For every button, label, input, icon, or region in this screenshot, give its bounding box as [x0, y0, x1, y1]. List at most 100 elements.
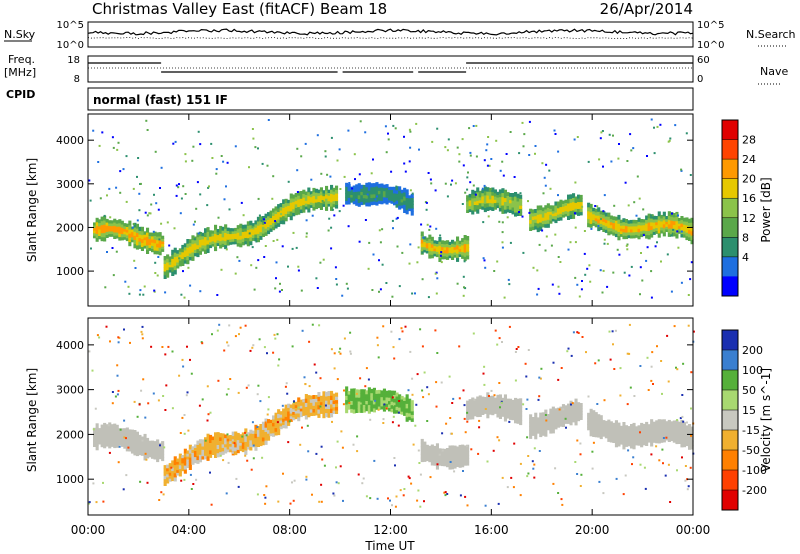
data-cell	[546, 421, 550, 426]
data-cell	[192, 145, 195, 148]
data-cell	[322, 192, 326, 197]
data-cell	[597, 207, 601, 212]
data-cell	[405, 398, 409, 404]
data-cell	[656, 125, 659, 128]
data-cell	[554, 418, 558, 423]
data-cell	[471, 205, 475, 211]
data-cell	[667, 140, 670, 143]
data-cell	[624, 222, 628, 227]
data-cell	[115, 424, 119, 430]
data-cell	[214, 241, 218, 247]
data-cell	[258, 338, 261, 341]
colorbar-tick-label: 100	[742, 364, 763, 377]
data-cell	[549, 220, 553, 224]
data-cell	[105, 427, 109, 433]
data-cell	[292, 408, 296, 412]
data-cell	[476, 399, 480, 404]
data-cell	[473, 201, 477, 205]
data-cell	[327, 197, 331, 202]
data-cell	[315, 277, 318, 280]
data-cell	[607, 216, 611, 221]
data-cell	[682, 422, 686, 427]
data-cell	[619, 425, 623, 430]
data-cell	[345, 408, 349, 414]
data-cell	[219, 451, 223, 456]
data-cell	[166, 258, 170, 263]
data-cell	[463, 448, 467, 453]
data-cell	[123, 236, 127, 240]
data-cell	[145, 458, 148, 461]
data-cell	[332, 410, 336, 414]
data-cell	[438, 257, 442, 262]
data-cell	[231, 439, 235, 444]
data-cell	[456, 456, 460, 461]
data-cell	[171, 467, 175, 472]
colorbar-frame	[721, 329, 739, 511]
data-cell	[466, 203, 470, 208]
data-cell	[421, 345, 424, 348]
data-cell	[526, 436, 529, 439]
data-cell	[385, 403, 389, 407]
data-cell	[380, 200, 384, 205]
data-cell	[603, 194, 606, 197]
data-cell	[667, 211, 671, 216]
data-cell	[107, 424, 110, 427]
data-cell	[332, 403, 336, 408]
data-cell	[302, 409, 306, 414]
data-cell	[351, 187, 354, 190]
data-cell	[322, 404, 326, 410]
data-cell	[577, 332, 580, 334]
data-cell	[211, 240, 215, 244]
data-cell	[666, 334, 669, 337]
data-cell	[198, 450, 202, 455]
data-cell	[440, 255, 444, 260]
data-cell	[433, 461, 437, 466]
data-cell	[451, 239, 455, 244]
data-cell	[304, 394, 308, 399]
data-cell	[655, 445, 658, 448]
data-cell	[488, 195, 492, 200]
data-cell	[302, 200, 306, 206]
data-cell	[405, 189, 409, 194]
data-cell	[574, 205, 578, 209]
data-cell	[272, 432, 276, 437]
data-cell	[481, 187, 484, 190]
data-cell	[607, 426, 611, 432]
data-cell	[284, 209, 288, 214]
data-cell	[665, 218, 669, 222]
data-cell	[241, 224, 245, 229]
data-cell	[115, 432, 119, 437]
data-cell	[115, 436, 119, 441]
data-cell	[247, 384, 250, 387]
data-cell	[642, 423, 646, 428]
data-cell	[108, 443, 112, 449]
data-cell	[347, 406, 351, 410]
data-cell	[602, 269, 605, 272]
data-cell	[458, 459, 462, 465]
data-cell	[296, 191, 299, 193]
data-cell	[156, 450, 160, 455]
data-cell	[221, 443, 225, 448]
data-cell	[357, 408, 361, 413]
data-cell	[446, 460, 450, 465]
data-cell	[101, 131, 104, 134]
data-cell	[401, 330, 404, 333]
data-cell	[541, 213, 545, 218]
data-cell	[105, 424, 109, 429]
data-cell	[139, 182, 142, 185]
data-cell	[473, 207, 477, 212]
data-cell	[617, 438, 621, 443]
data-cell	[564, 210, 568, 214]
data-cell	[369, 418, 372, 421]
data-cell	[440, 454, 444, 458]
data-cell	[347, 397, 351, 401]
data-cell	[327, 399, 331, 405]
data-cell	[251, 246, 254, 249]
data-cell	[680, 226, 684, 231]
data-cell	[617, 434, 621, 439]
data-cell	[171, 350, 174, 353]
data-cell	[688, 436, 692, 442]
data-cell	[249, 436, 253, 441]
data-cell	[554, 467, 557, 470]
data-cell	[113, 218, 117, 223]
